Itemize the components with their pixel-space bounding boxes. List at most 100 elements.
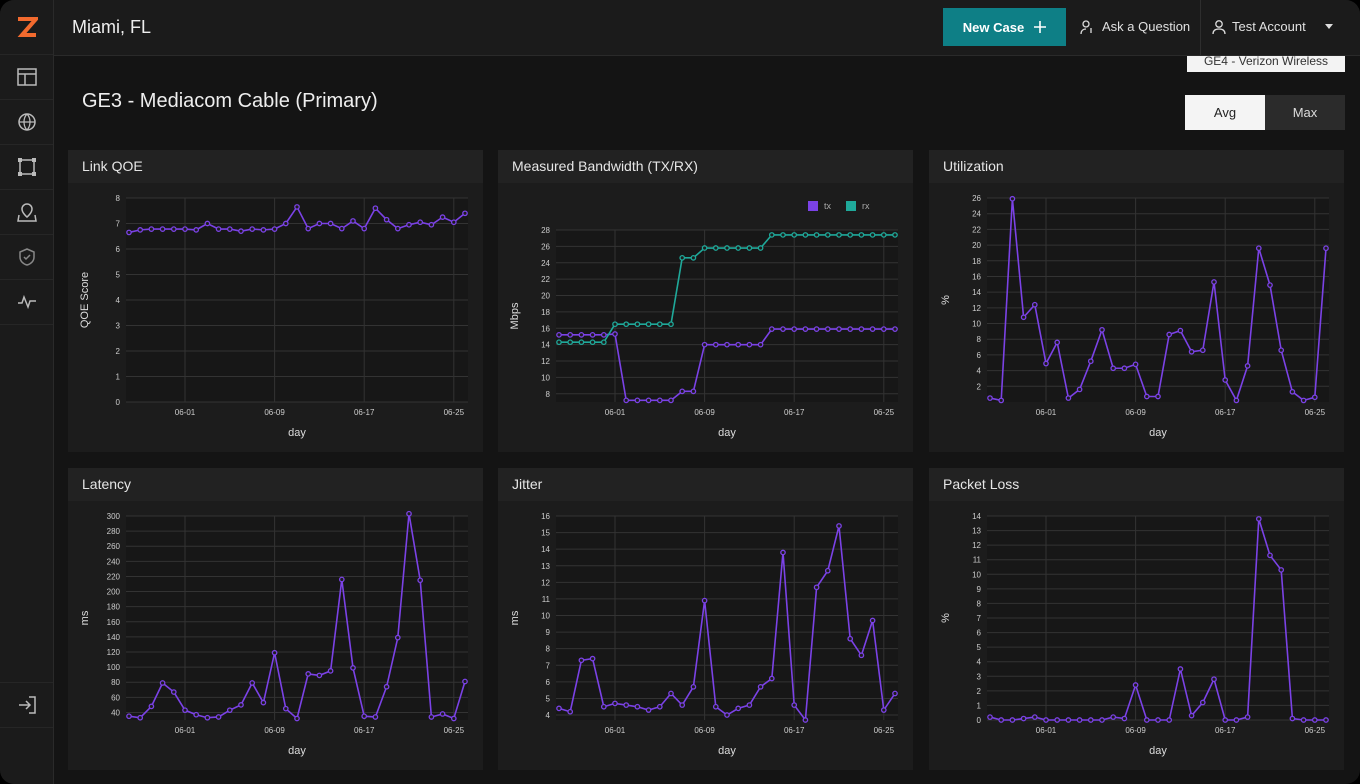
point xyxy=(394,634,401,641)
account[interactable]: Test Account xyxy=(1232,19,1306,34)
y-tick-label: 240 xyxy=(107,557,121,566)
point xyxy=(892,690,898,697)
point xyxy=(813,232,820,238)
y-tick-label: 40 xyxy=(111,708,120,717)
y-tick-label: 8 xyxy=(546,645,551,654)
nav-global[interactable] xyxy=(0,100,53,145)
point xyxy=(987,395,993,401)
point xyxy=(768,675,775,682)
toggle-max[interactable]: Max xyxy=(1265,95,1345,130)
nav-security[interactable] xyxy=(0,235,53,280)
point xyxy=(1065,395,1072,401)
point xyxy=(1166,717,1173,723)
point xyxy=(1166,331,1173,338)
point xyxy=(126,229,132,236)
y-tick-label: 11 xyxy=(973,556,982,565)
icon xyxy=(17,294,36,310)
y-tick-label: 4 xyxy=(977,658,982,667)
point xyxy=(204,220,211,227)
point xyxy=(813,326,820,332)
point xyxy=(556,705,562,712)
point xyxy=(567,339,574,346)
panel-title: Measured Bandwidth (TX/RX) xyxy=(512,158,698,174)
icon xyxy=(16,203,37,222)
point xyxy=(880,326,887,332)
y-tick-label: 24 xyxy=(541,259,550,268)
x-tick-label: 06-17 xyxy=(354,408,375,417)
point xyxy=(1244,714,1251,720)
x-tick-label: 06-25 xyxy=(874,726,895,735)
nav-topology[interactable] xyxy=(0,145,53,190)
point xyxy=(215,226,222,232)
y-tick-label: 11 xyxy=(542,595,551,604)
point xyxy=(679,388,686,395)
panel-title: Link QOE xyxy=(82,158,143,174)
point xyxy=(768,232,775,238)
panel-header xyxy=(498,150,913,183)
ask-question[interactable]: Ask a Question xyxy=(1102,19,1191,34)
point xyxy=(987,714,993,720)
point xyxy=(847,326,854,332)
point xyxy=(701,341,708,348)
point xyxy=(238,228,244,235)
point xyxy=(1076,386,1083,393)
plus-icon xyxy=(1034,21,1047,33)
nav-dashboard[interactable] xyxy=(0,55,53,100)
point xyxy=(656,703,663,710)
toggle-avg[interactable]: Avg xyxy=(1185,95,1265,130)
x-tick-label: 06-09 xyxy=(1125,408,1146,417)
x-tick-label: 06-01 xyxy=(605,726,626,735)
point xyxy=(668,321,674,328)
chart-panel: Latency 40 60 80 100 120 140 160 180 200 220 240 260… xyxy=(68,468,483,770)
point xyxy=(1323,245,1329,252)
point xyxy=(361,225,368,232)
point xyxy=(679,702,686,708)
point xyxy=(182,707,188,714)
point xyxy=(1009,717,1016,723)
point xyxy=(847,635,854,642)
nav-collapse[interactable] xyxy=(0,682,53,728)
point xyxy=(556,339,562,346)
point xyxy=(1289,715,1296,722)
point xyxy=(612,321,618,328)
point xyxy=(824,567,831,574)
icon xyxy=(18,696,36,714)
point xyxy=(1255,516,1262,522)
point xyxy=(159,226,166,232)
nav-locations[interactable] xyxy=(0,190,53,235)
point xyxy=(735,705,742,712)
point xyxy=(645,397,652,404)
point xyxy=(746,341,753,348)
y-tick-label: 4 xyxy=(546,711,551,720)
nav-monitor[interactable] xyxy=(0,280,53,325)
point xyxy=(998,397,1005,404)
point xyxy=(1188,712,1195,719)
point xyxy=(578,657,585,664)
point xyxy=(589,331,596,338)
point xyxy=(589,655,596,662)
y-tick-label: 120 xyxy=(107,648,121,657)
y-tick-label: 3 xyxy=(116,322,121,331)
point xyxy=(824,326,831,332)
point xyxy=(724,245,730,251)
point xyxy=(1211,676,1217,683)
point xyxy=(372,205,379,212)
y-tick-label: 20 xyxy=(541,292,550,301)
y-axis-label: QOE Score xyxy=(79,272,91,328)
icon xyxy=(17,113,36,131)
logo-icon xyxy=(17,17,38,37)
logo[interactable] xyxy=(0,0,53,55)
x-tick-label: 06-17 xyxy=(1215,408,1236,417)
y-tick-label: 16 xyxy=(541,324,550,333)
new-case-button[interactable]: New Case xyxy=(943,8,1066,46)
panel-header xyxy=(929,150,1344,183)
point xyxy=(791,232,798,238)
location: Miami, FL xyxy=(72,17,152,37)
point xyxy=(282,220,289,227)
point xyxy=(1300,397,1307,404)
point xyxy=(1087,717,1094,723)
x-axis-label: day xyxy=(288,745,306,757)
point xyxy=(271,226,278,232)
point xyxy=(417,219,424,226)
